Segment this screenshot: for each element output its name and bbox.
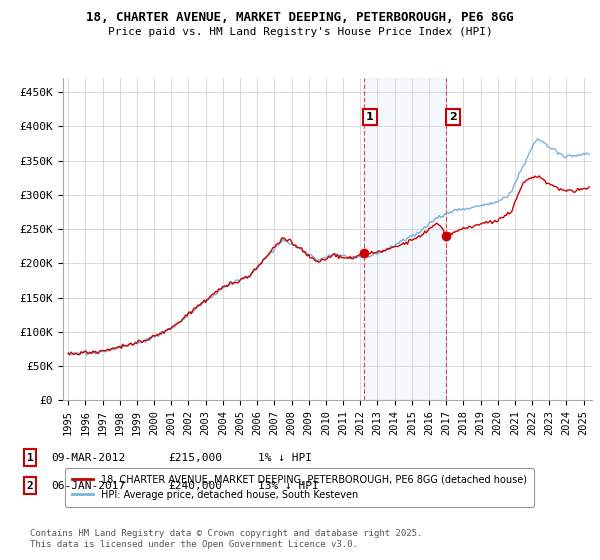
- Text: 1% ↓ HPI: 1% ↓ HPI: [258, 452, 312, 463]
- Legend: 18, CHARTER AVENUE, MARKET DEEPING, PETERBOROUGH, PE6 8GG (detached house), HPI:: 18, CHARTER AVENUE, MARKET DEEPING, PETE…: [65, 468, 534, 507]
- Text: 06-JAN-2017: 06-JAN-2017: [51, 480, 125, 491]
- Text: Contains HM Land Registry data © Crown copyright and database right 2025.
This d: Contains HM Land Registry data © Crown c…: [30, 529, 422, 549]
- Text: 2: 2: [449, 112, 457, 122]
- Text: £215,000: £215,000: [168, 452, 222, 463]
- Text: 18, CHARTER AVENUE, MARKET DEEPING, PETERBOROUGH, PE6 8GG: 18, CHARTER AVENUE, MARKET DEEPING, PETE…: [86, 11, 514, 24]
- Text: 1: 1: [366, 112, 374, 122]
- Text: 1: 1: [26, 452, 34, 463]
- Text: 2: 2: [26, 480, 34, 491]
- Text: 13% ↓ HPI: 13% ↓ HPI: [258, 480, 319, 491]
- Text: 09-MAR-2012: 09-MAR-2012: [51, 452, 125, 463]
- Text: Price paid vs. HM Land Registry's House Price Index (HPI): Price paid vs. HM Land Registry's House …: [107, 27, 493, 37]
- Bar: [364, 78, 446, 400]
- Text: £240,000: £240,000: [168, 480, 222, 491]
